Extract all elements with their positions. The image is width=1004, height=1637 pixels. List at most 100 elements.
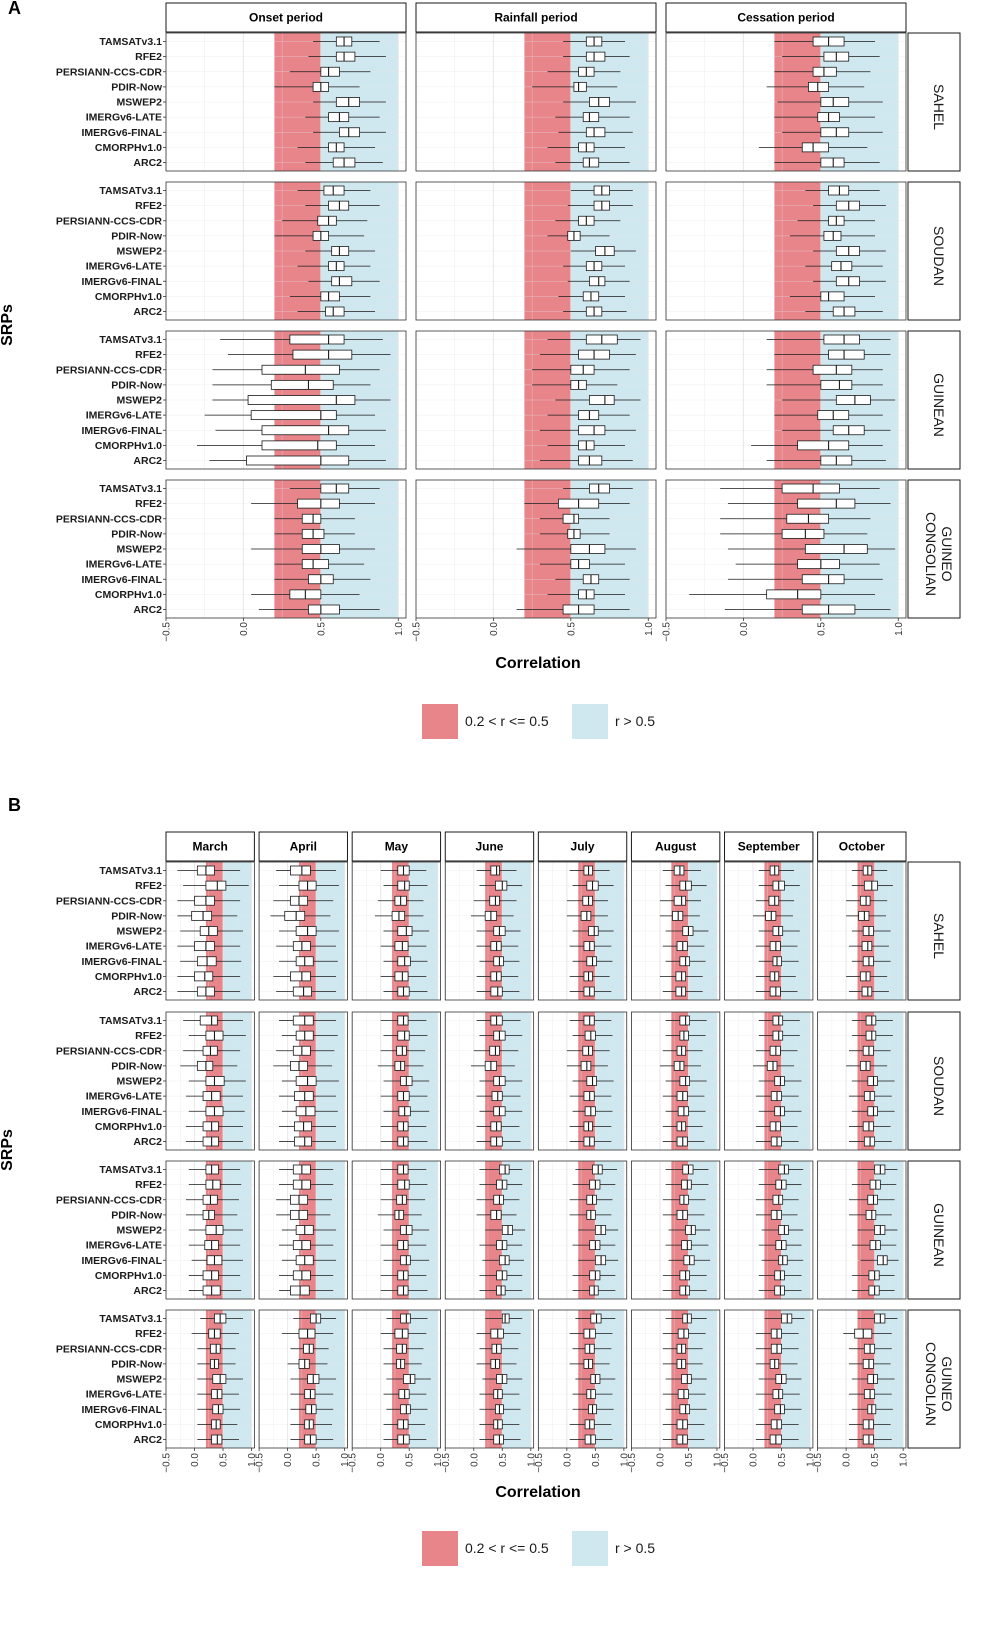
box-PERSIANN-CCS-CDR (662, 1194, 706, 1205)
box-IMERGv6-LATE (476, 941, 519, 952)
box-IMERGv6-FINAL (665, 956, 706, 967)
facet (415, 330, 688, 470)
box-PERSIANN-CCS-CDR (846, 895, 888, 906)
box-iqr (589, 1240, 601, 1251)
product-label: MSWEP2 (116, 1225, 162, 1237)
facet-border (665, 479, 907, 619)
box-iqr (867, 1374, 878, 1384)
box-iqr (781, 528, 825, 539)
box-iqr (863, 880, 878, 891)
box-ARC2 (662, 986, 703, 997)
box-CMORPHv1.0 (479, 1270, 523, 1281)
box-RFE2 (227, 349, 391, 360)
box-IMERGv6-LATE (758, 1240, 802, 1251)
box-IMERGv6-FINAL (860, 1255, 899, 1266)
box-IMERGv6-LATE (572, 1389, 613, 1400)
facet-border (444, 1160, 535, 1300)
box-PDIR-Now (177, 910, 238, 921)
box-IMERGv6-FINAL (665, 1106, 706, 1117)
box-ARC2 (848, 1434, 892, 1445)
box-TAMSATv3.1 (569, 1015, 612, 1026)
box-CMORPHv1.0 (279, 1121, 337, 1132)
box-IMERGv6-FINAL (180, 956, 242, 967)
box-PERSIANN-CCS-CDR (183, 1045, 241, 1056)
box-PERSIANN-CCS-CDR (572, 1343, 612, 1354)
box-iqr (594, 1255, 607, 1266)
box-iqr (261, 440, 337, 451)
x-tick-label: −0.5 (720, 1453, 731, 1473)
box-PERSIANN-CCS-CDR (282, 215, 368, 226)
box-IMERGv6-LATE (177, 941, 241, 952)
box-CMORPHv1.0 (383, 1419, 426, 1430)
box-RFE2 (813, 200, 886, 211)
box-PERSIANN-CCS-CDR (380, 1045, 426, 1056)
facet (444, 1309, 546, 1449)
box-iqr (775, 1374, 787, 1384)
facet (665, 32, 938, 172)
box-iqr (679, 1404, 691, 1415)
box-PERSIANN-CCS-CDR (274, 513, 355, 524)
box-IMERGv6-FINAL (308, 276, 380, 287)
box-PERSIANN-CCS-CDR (755, 1045, 798, 1056)
x-tick-label: 0.0 (469, 1453, 480, 1467)
box-iqr (682, 1164, 694, 1175)
box-iqr (862, 926, 874, 936)
box-IMERGv6-LATE (185, 1091, 243, 1102)
facet (415, 479, 688, 619)
box-CMORPHv1.0 (380, 1121, 427, 1132)
box-RFE2 (383, 1030, 428, 1041)
box-iqr (573, 81, 587, 92)
legend-label: r > 0.5 (615, 713, 655, 729)
facet-border (351, 1309, 441, 1449)
box-IMERGv6-LATE (755, 941, 798, 952)
facet (537, 1160, 639, 1300)
x-tick-label: 0.0 (749, 1453, 760, 1467)
box-TAMSATv3.1 (313, 36, 380, 47)
box-PDIR-Now (846, 910, 887, 921)
product-label: RFE2 (135, 349, 162, 361)
box-iqr (496, 1240, 508, 1251)
column-strip (165, 2, 407, 33)
box-ARC2 (569, 1434, 613, 1445)
box-iqr (874, 1313, 886, 1324)
box-iqr (863, 1343, 876, 1354)
box-ARC2 (805, 306, 883, 317)
box-iqr (774, 1404, 785, 1415)
box-PDIR-Now (848, 1358, 891, 1369)
box-PDIR-Now (566, 910, 608, 921)
box-iqr (400, 1313, 411, 1324)
column-strip (537, 831, 628, 862)
box-iqr (325, 306, 345, 317)
box-TAMSATv3.1 (569, 865, 610, 876)
box-CMORPHv1.0 (196, 440, 376, 451)
x-tick-label: 0.5 (777, 1453, 788, 1467)
region-strip-label: SOUDAN (931, 1056, 947, 1116)
legend-label: 0.2 < r <= 0.5 (465, 1540, 549, 1556)
x-tick-label: 0.0 (489, 622, 500, 636)
product-label: RFE2 (135, 498, 162, 510)
box-TAMSATv3.1 (570, 185, 633, 196)
box-RFE2 (774, 349, 891, 360)
box-iqr (861, 941, 873, 952)
box-iqr (772, 1030, 784, 1041)
box-iqr (391, 910, 406, 921)
facet (537, 1309, 639, 1449)
box-TAMSATv3.1 (758, 1015, 800, 1026)
box-IMERGv6-LATE (197, 1389, 239, 1400)
box-iqr (861, 986, 873, 997)
box-MSWEP2 (485, 1225, 526, 1235)
box-PERSIANN-CCS-CDR (276, 1045, 335, 1056)
box-iqr (580, 910, 592, 921)
box-TAMSATv3.1 (289, 483, 380, 494)
box-CMORPHv1.0 (289, 291, 371, 302)
box-TAMSATv3.1 (380, 865, 427, 876)
facet (817, 1309, 918, 1449)
box-IMERGv6-LATE (547, 410, 630, 421)
box-PDIR-Now (569, 1209, 612, 1220)
box-IMERGv6-LATE (774, 112, 876, 123)
box-IMERGv6-LATE (276, 941, 337, 952)
box-iqr (397, 1015, 409, 1026)
box-PDIR-Now (273, 1060, 333, 1071)
product-label: PERSIANN-CCS-CDR (56, 215, 163, 227)
box-iqr (570, 364, 595, 375)
